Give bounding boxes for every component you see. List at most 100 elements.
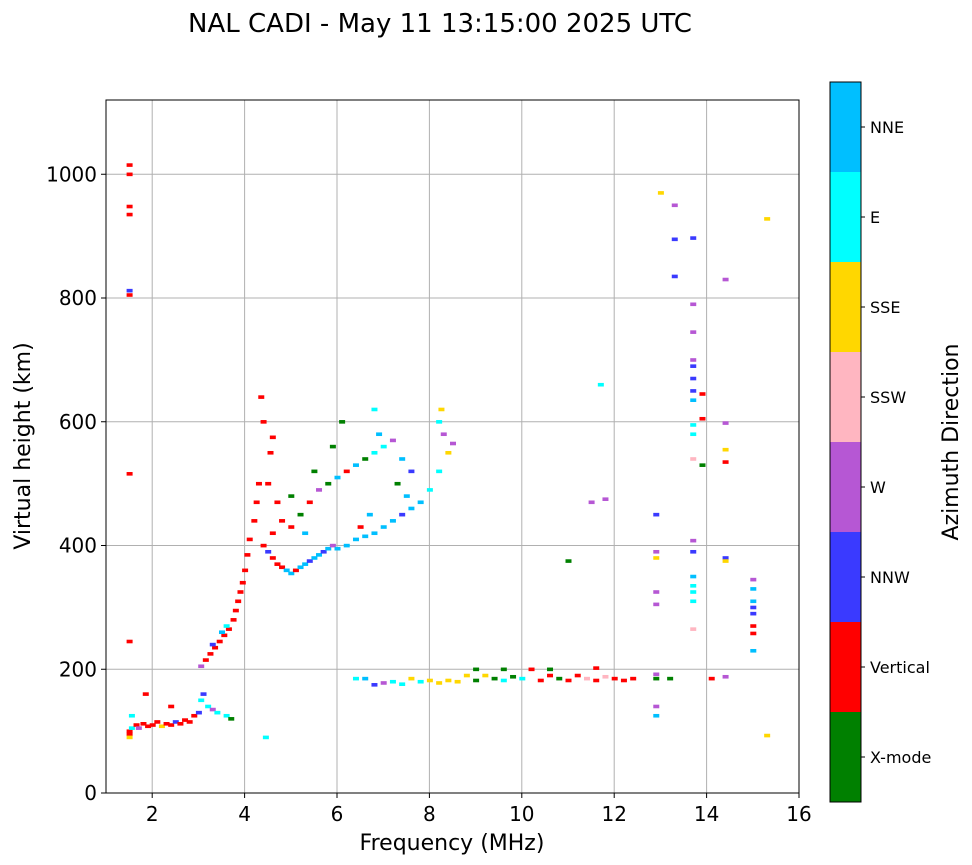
data-point: [690, 330, 697, 334]
data-point: [653, 512, 660, 517]
data-point: [274, 562, 281, 566]
data-point: [671, 274, 678, 279]
data-point: [611, 676, 618, 681]
data-point: [283, 568, 290, 573]
data-point: [376, 432, 383, 437]
y-tick-label: 800: [59, 286, 97, 310]
data-point: [657, 191, 664, 195]
data-point: [403, 494, 410, 498]
data-point: [262, 735, 269, 740]
data-point: [722, 421, 729, 425]
data-point: [230, 618, 237, 622]
data-point: [371, 531, 378, 536]
data-point: [371, 407, 378, 412]
data-point: [126, 639, 133, 644]
data-point: [597, 382, 604, 387]
data-point: [690, 302, 697, 307]
data-point: [126, 735, 133, 740]
data-point: [690, 423, 697, 427]
y-tick-label: 1000: [46, 162, 97, 186]
data-point: [565, 678, 572, 683]
data-point: [389, 438, 396, 443]
data-point: [228, 717, 235, 721]
colorbar-tick-label: NNE: [870, 118, 904, 137]
x-tick-label: 10: [509, 802, 534, 826]
data-point: [722, 559, 729, 563]
data-point: [362, 457, 369, 461]
data-point: [653, 602, 660, 607]
data-point: [371, 683, 378, 687]
data-point: [547, 667, 554, 672]
x-tick-label: 14: [694, 802, 719, 826]
data-point: [750, 631, 757, 636]
data-point: [168, 723, 175, 727]
data-point: [583, 676, 590, 681]
y-axis-label: Virtual height (km): [11, 342, 36, 549]
x-tick-label: 6: [331, 802, 344, 826]
data-point: [251, 519, 258, 523]
data-point: [274, 500, 281, 505]
data-point: [690, 376, 697, 381]
data-point: [126, 732, 133, 737]
data-point: [265, 549, 272, 554]
data-point: [588, 500, 595, 505]
data-point: [690, 538, 697, 543]
data-point: [219, 630, 225, 635]
data-point: [722, 674, 729, 679]
data-point: [140, 722, 147, 726]
chart-title: NAL CADI - May 11 13:15:00 2025 UTC: [188, 9, 692, 39]
data-point: [158, 724, 165, 729]
data-point: [223, 624, 230, 628]
colorbar-label: Azimuth Direction: [939, 343, 964, 540]
data-point: [352, 537, 359, 542]
data-point: [630, 676, 637, 681]
data-point: [750, 624, 757, 628]
data-point: [750, 605, 757, 610]
data-point: [186, 720, 193, 724]
x-axis: 2 4 6 8 10 12 14 16: [146, 793, 812, 826]
data-point: [690, 457, 697, 461]
data-point: [399, 682, 406, 686]
data-point: [325, 481, 332, 486]
data-point: [653, 549, 660, 554]
grid-lines: [106, 100, 800, 794]
data-point: [722, 277, 729, 282]
data-point: [316, 488, 323, 492]
data-point: [722, 447, 729, 452]
data-point: [593, 666, 600, 670]
y-tick-label: 200: [59, 657, 97, 681]
data-point: [260, 420, 267, 424]
data-point: [297, 512, 304, 517]
data-point: [232, 608, 239, 613]
data-point: [750, 577, 757, 582]
colorbar-segment: [830, 622, 861, 712]
data-point: [473, 678, 480, 683]
data-point: [182, 718, 189, 722]
data-point: [690, 574, 697, 579]
data-point: [519, 676, 526, 681]
data-point: [357, 525, 364, 529]
data-point: [339, 420, 346, 424]
y-axis: 0 200 400 600 800 1000: [46, 162, 106, 805]
colorbar-tick-label: SSE: [870, 298, 900, 317]
data-point: [246, 537, 253, 542]
colorbar-tick-label: NNW: [870, 568, 910, 587]
data-point: [216, 639, 223, 644]
data-point: [500, 667, 507, 672]
data-point: [195, 710, 202, 715]
data-point: [764, 733, 771, 738]
data-point: [653, 590, 660, 594]
data-point: [366, 512, 373, 517]
data-point: [239, 580, 246, 585]
data-point: [209, 642, 216, 647]
data-point: [438, 407, 445, 412]
data-point: [426, 678, 433, 683]
data-point: [265, 481, 272, 486]
data-point: [212, 645, 219, 650]
data-point: [269, 531, 276, 536]
colorbar-segment: [830, 352, 861, 442]
data-point: [690, 398, 697, 402]
data-point: [145, 724, 152, 729]
data-point: [380, 444, 387, 449]
data-point: [209, 707, 216, 712]
